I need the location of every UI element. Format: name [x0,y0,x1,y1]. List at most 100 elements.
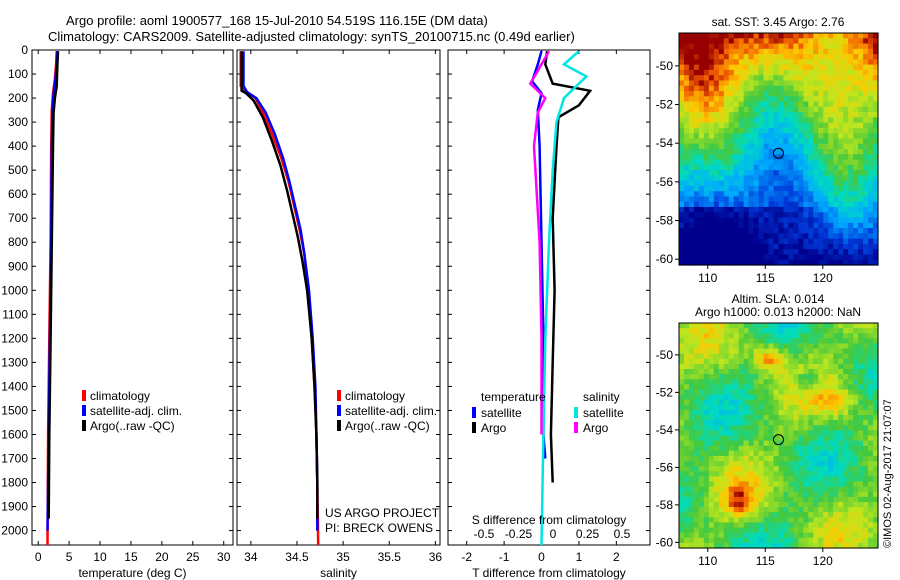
map-cell [703,512,710,518]
map-cell [768,512,775,518]
map-cell [833,112,839,118]
map-cell [853,404,859,411]
map-cell [843,425,849,431]
map-cell [813,85,819,92]
map-cell [708,430,715,437]
map-cell [843,486,849,493]
map-cell [828,522,834,529]
map-cell [698,38,705,45]
map-cell [738,394,745,401]
map-cell [848,466,854,472]
map-cell [693,222,700,229]
map-cell [803,507,809,513]
map-cell [723,358,730,365]
map-cell [718,43,725,50]
map-cell [768,38,775,45]
map-cell [748,537,755,544]
map-cell [798,517,804,524]
map-cell [873,106,879,113]
map-cell [733,217,740,224]
map-cell [738,33,745,39]
map-cell [753,80,760,87]
map-cell [868,122,874,129]
map-cell [788,180,795,187]
map-cell [798,127,804,134]
map-cell [838,542,844,549]
map-cell [873,122,879,129]
map-cell [688,138,695,145]
map-cell [798,85,804,92]
map-cell [863,101,869,108]
map-cell [783,64,790,71]
map-cell [843,537,849,544]
map-cell [679,201,685,208]
map-cell [693,38,700,45]
map-cell [823,101,829,108]
map-cell [853,117,859,124]
map-cell [823,133,829,140]
map-cell [803,117,809,124]
map-cell [823,420,829,426]
map-y-tick-label: -58 [656,214,674,228]
map-cell [688,323,695,329]
map-cell [793,159,799,166]
map-cell [833,328,839,334]
map-cell [803,532,809,539]
map-cell [773,501,780,508]
map-cell [693,527,700,534]
map-cell [708,481,715,488]
map-cell [693,106,700,113]
map-cell [778,404,785,411]
map-cell [843,138,849,145]
map-cell [708,85,715,92]
map-cell [823,384,829,391]
legend-swatch-argo_raw [82,420,86,431]
map-cell [683,537,690,544]
map-cell [863,48,869,55]
map-cell [803,106,809,113]
map-cell [718,185,725,192]
map-cell [703,517,710,524]
map-cell [783,399,790,406]
map-cell [773,461,780,467]
map-cell [838,323,844,329]
map-cell [778,180,785,187]
map-cell [679,333,685,339]
map-cell [698,201,705,208]
map-cell [763,343,770,350]
map-cell [683,374,690,380]
map-cell [773,471,780,478]
sla-map-title-2: Argo h1000: 0.013 h2000: NaN [695,305,861,319]
map-cell [808,343,814,350]
map-cell [688,481,695,488]
map-cell [703,217,710,224]
map-cell [733,369,740,375]
map-cell [753,91,760,97]
map-cell [863,175,869,182]
map-cell [858,154,864,161]
legend-swatch-diff-0 [472,407,476,418]
map-cell [823,238,829,245]
map-cell [833,353,839,360]
map-cell [683,138,690,145]
map-cell [713,455,720,462]
map-cell [873,369,879,375]
map-cell [768,207,775,213]
map-cell [748,440,755,447]
map-cell [683,338,690,345]
map-cell [848,212,854,219]
map-cell [843,379,849,385]
map-cell [748,461,755,467]
map-cell [803,440,809,447]
map-cell [848,101,854,108]
map-cell [848,358,854,365]
map-cell [853,149,859,155]
map-cell [743,455,750,462]
map-cell [743,43,750,50]
map-cell [733,461,740,467]
map-cell [803,259,809,266]
map-cell [723,43,730,50]
map-cell [758,170,765,176]
map-cell [798,430,804,437]
map-cell [843,415,849,421]
